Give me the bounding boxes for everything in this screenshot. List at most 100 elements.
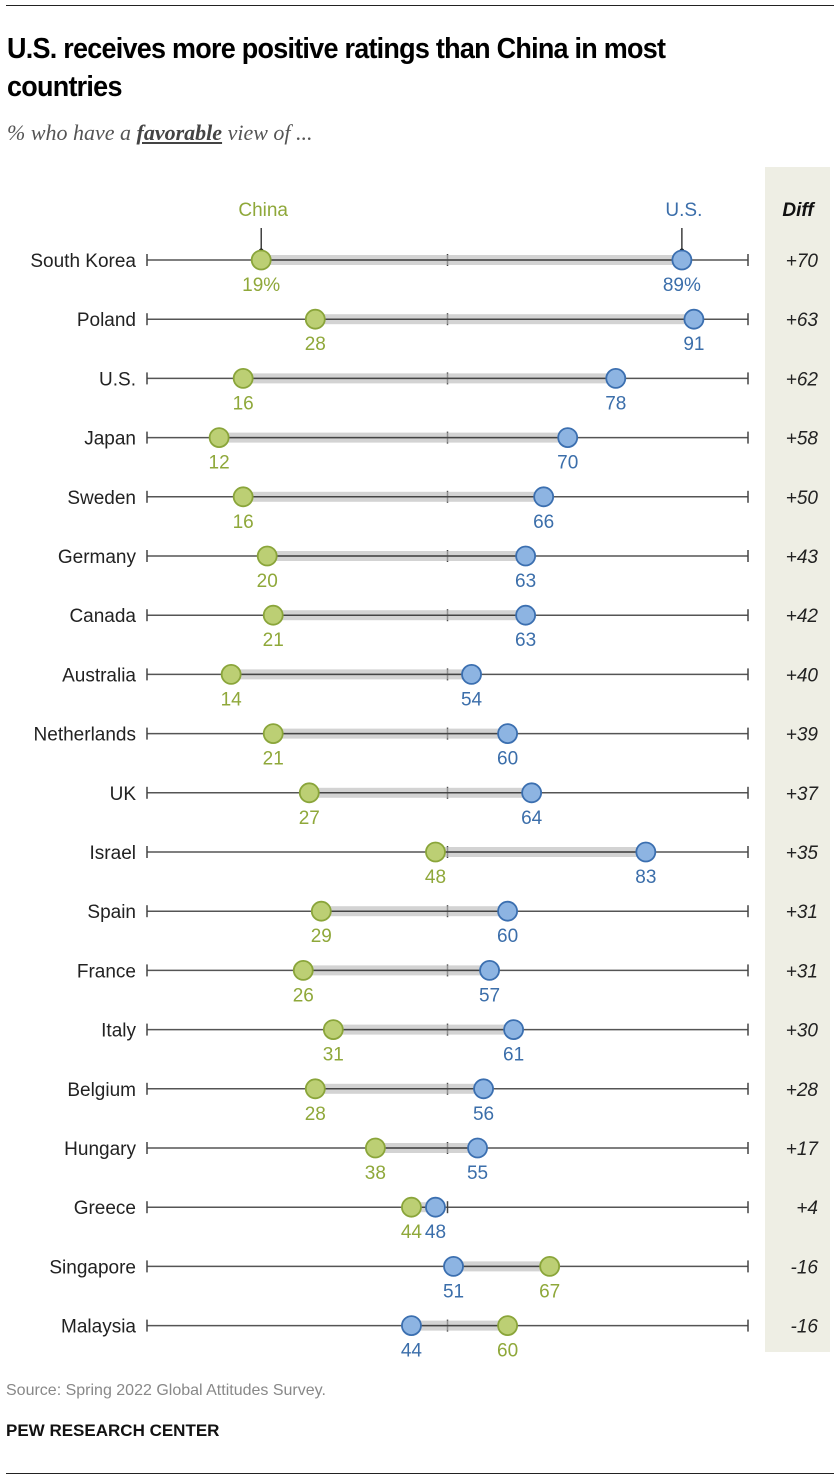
chart-subtitle: % who have a favorable view of ... xyxy=(7,120,313,146)
us-dot xyxy=(443,1256,464,1277)
us-value-label: 44 xyxy=(401,1341,423,1362)
us-dot xyxy=(683,308,705,330)
china-dot xyxy=(262,723,284,744)
us-value-label: 51 xyxy=(443,1281,464,1302)
us-dot xyxy=(503,1019,525,1040)
china-value-label: 28 xyxy=(305,1104,326,1125)
us-value-label: 63 xyxy=(515,630,536,651)
diff-value: -16 xyxy=(791,1317,819,1338)
us-value-label: 48 xyxy=(425,1222,446,1243)
diff-value: +50 xyxy=(786,488,819,509)
us-value-label: 64 xyxy=(521,808,543,829)
us-value-label: 61 xyxy=(503,1045,524,1066)
china-dot xyxy=(292,960,314,981)
china-value-label: 14 xyxy=(221,689,243,710)
china-value-label: 21 xyxy=(263,630,284,651)
chart-title: U.S. receives more positive ratings than… xyxy=(7,33,666,103)
china-value-label: 26 xyxy=(293,985,314,1006)
country-label: Netherlands xyxy=(34,725,136,746)
china-value-label: 29 xyxy=(311,926,332,947)
diff-value: +40 xyxy=(786,665,819,686)
china-value-label: 60 xyxy=(497,1341,518,1362)
diff-value: +31 xyxy=(786,902,818,923)
us-dot xyxy=(467,1137,488,1159)
country-label: Belgium xyxy=(67,1080,136,1101)
diff-value: +35 xyxy=(786,843,819,864)
country-label: Canada xyxy=(69,606,136,627)
us-value-label: 55 xyxy=(467,1163,488,1184)
us-dot xyxy=(521,782,543,804)
diff-value: +43 xyxy=(786,547,819,568)
legend-label-china: China xyxy=(238,200,288,221)
subtitle-emphasis: favorable xyxy=(136,120,223,145)
china-dot xyxy=(208,427,230,449)
country-label: Hungary xyxy=(64,1139,136,1160)
country-label: South Korea xyxy=(30,251,136,272)
us-dot xyxy=(635,841,657,863)
country-label: Japan xyxy=(84,429,136,450)
china-dot xyxy=(262,604,284,626)
diff-value: +42 xyxy=(786,606,819,627)
credit-line: PEW RESEARCH CENTER xyxy=(6,1421,220,1440)
diff-header: Diff xyxy=(782,200,815,221)
china-dot xyxy=(425,841,446,863)
subtitle-after: view of ... xyxy=(222,120,313,145)
china-value-label: 28 xyxy=(305,334,326,355)
us-value-label: 70 xyxy=(557,453,578,474)
country-label: Sweden xyxy=(67,488,136,509)
country-label: Italy xyxy=(101,1021,136,1042)
china-dot xyxy=(232,486,254,508)
us-dot xyxy=(533,486,555,508)
diff-value: +31 xyxy=(786,961,818,982)
diff-value: +58 xyxy=(786,429,819,450)
us-dot xyxy=(497,723,519,744)
china-value-label: 21 xyxy=(263,749,284,770)
us-dot xyxy=(671,249,693,271)
country-label: Poland xyxy=(77,310,136,331)
diff-value: +37 xyxy=(786,784,820,805)
diff-value: +28 xyxy=(786,1080,819,1101)
source-note: Source: Spring 2022 Global Attitudes Sur… xyxy=(6,1382,326,1399)
us-value-label: 89% xyxy=(663,275,701,296)
china-dot xyxy=(364,1137,386,1159)
us-value-label: 63 xyxy=(515,571,536,592)
china-value-label: 27 xyxy=(299,808,320,829)
us-dot xyxy=(515,604,537,626)
china-dot xyxy=(304,1078,326,1100)
us-dot xyxy=(401,1315,422,1336)
china-dot xyxy=(250,249,272,271)
us-value-label: 66 xyxy=(533,512,554,533)
diff-value: +30 xyxy=(786,1021,819,1042)
legend-label-us: U.S. xyxy=(665,200,702,221)
country-label: Germany xyxy=(58,547,137,568)
top-rule xyxy=(6,5,834,6)
bottom-rule xyxy=(6,1473,834,1474)
diff-value: +39 xyxy=(786,725,819,746)
china-dot xyxy=(220,664,242,685)
country-label: Singapore xyxy=(49,1257,136,1278)
country-label: Spain xyxy=(87,902,136,923)
country-label: UK xyxy=(110,784,137,805)
china-dot xyxy=(322,1019,344,1040)
china-value-label: 20 xyxy=(257,571,278,592)
us-value-label: 54 xyxy=(461,689,483,710)
country-label: Greece xyxy=(74,1198,136,1219)
china-dot xyxy=(232,367,254,389)
us-value-label: 60 xyxy=(497,749,518,770)
china-value-label: 19% xyxy=(242,275,280,296)
diff-value: +17 xyxy=(786,1139,820,1160)
china-value-label: 16 xyxy=(233,393,254,414)
us-dot xyxy=(473,1078,494,1100)
us-dot xyxy=(557,427,579,449)
country-label: Australia xyxy=(62,665,136,686)
us-value-label: 60 xyxy=(497,926,518,947)
china-dot xyxy=(310,900,332,922)
us-value-label: 78 xyxy=(605,393,626,414)
us-dot xyxy=(425,1196,446,1218)
country-label: Israel xyxy=(90,843,136,864)
country-label: Malaysia xyxy=(61,1317,136,1338)
china-value-label: 16 xyxy=(233,512,254,533)
country-label: U.S. xyxy=(99,369,136,390)
